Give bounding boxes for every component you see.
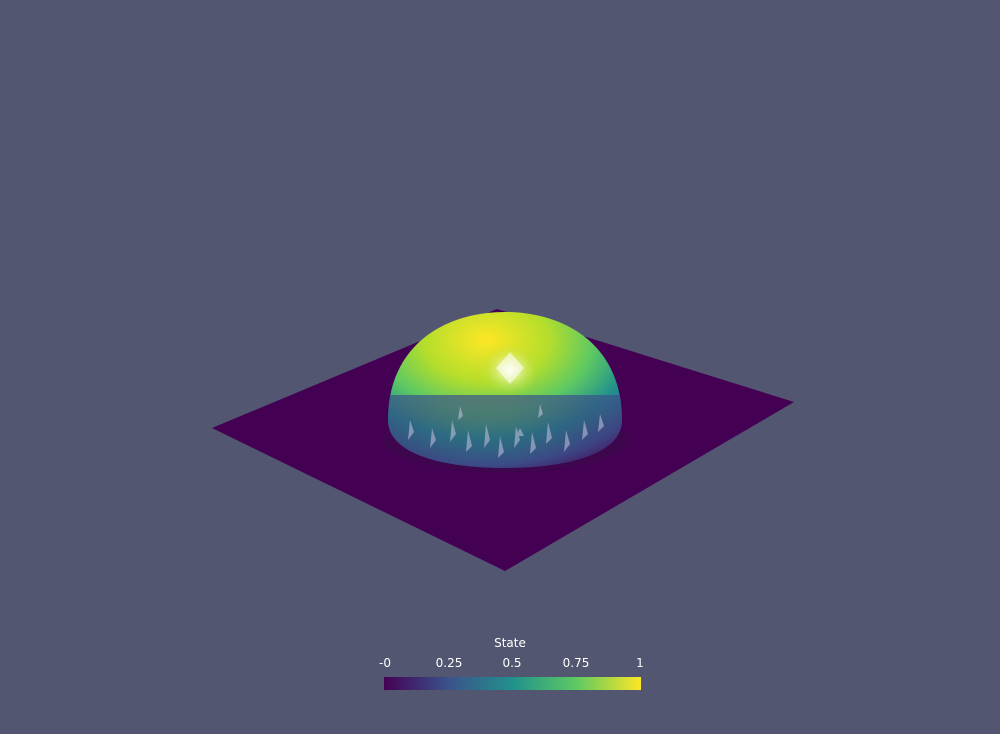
- colorbar-title: State: [494, 636, 526, 650]
- colorbar-tick-label: 0.25: [435, 656, 463, 670]
- colorbar-tick-label: 1: [636, 656, 644, 670]
- specular-core: [496, 352, 524, 384]
- facet-highlights: [408, 404, 604, 458]
- scalar-colorbar: State -0 0.25 0.5 0.75 1: [360, 632, 660, 702]
- colorbar-tick-label: 0.5: [502, 656, 522, 670]
- colorbar-tick-label: 0.75: [562, 656, 590, 670]
- colorbar-tick-label: -0: [379, 656, 391, 670]
- colorbar-gradient: [384, 677, 641, 690]
